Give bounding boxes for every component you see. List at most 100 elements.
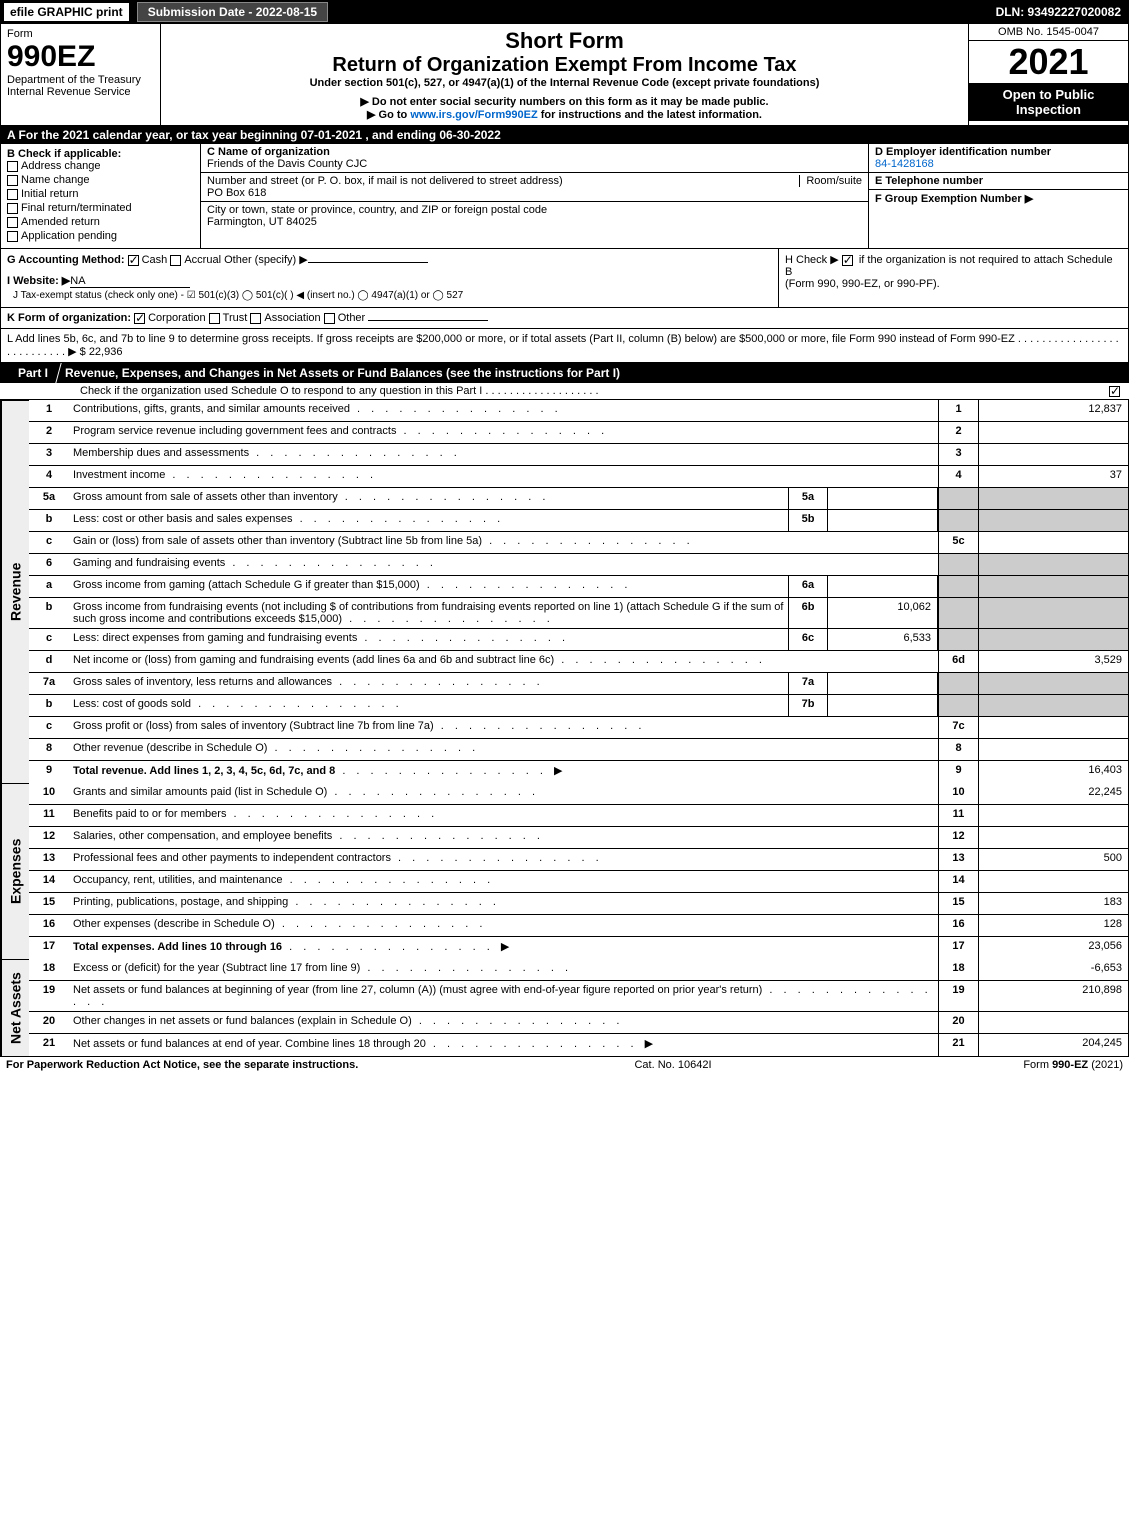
line-11: 11Benefits paid to or for members . . . …: [29, 805, 1128, 827]
chk-corp[interactable]: [134, 313, 145, 324]
chk-trust[interactable]: [209, 313, 220, 324]
row-k: K Form of organization: Corporation Trus…: [1, 307, 1128, 328]
city: Farmington, UT 84025: [207, 216, 317, 228]
line-d: dNet income or (loss) from gaming and fu…: [29, 651, 1128, 673]
line-c: cLess: direct expenses from gaming and f…: [29, 629, 1128, 651]
subtitle: Under section 501(c), 527, or 4947(a)(1)…: [165, 77, 964, 89]
row-a: A For the 2021 calendar year, or tax yea…: [1, 126, 1128, 144]
chk-amended[interactable]: Amended return: [7, 216, 194, 228]
col-c: C Name of organization Friends of the Da…: [201, 144, 868, 248]
group-row: F Group Exemption Number ▶: [869, 190, 1128, 207]
chk-name[interactable]: Name change: [7, 174, 194, 186]
city-row: City or town, state or province, country…: [201, 202, 868, 230]
side-netassets: Net Assets: [1, 959, 29, 1056]
header-right: OMB No. 1545-0047 2021 Open to Public In…: [968, 24, 1128, 125]
part1-header: Part I Revenue, Expenses, and Changes in…: [0, 363, 1129, 383]
block-bcd: B Check if applicable: Address change Na…: [1, 144, 1128, 248]
chk-initial[interactable]: Initial return: [7, 188, 194, 200]
col-b: B Check if applicable: Address change Na…: [1, 144, 201, 248]
footer: For Paperwork Reduction Act Notice, see …: [0, 1057, 1129, 1073]
chk-final[interactable]: Final return/terminated: [7, 202, 194, 214]
ein-row: D Employer identification number 84-1428…: [869, 144, 1128, 173]
row-j: J Tax-exempt status (check only one) - ☑…: [7, 288, 772, 303]
goto-note: ▶ Go to www.irs.gov/Form990EZ for instru…: [165, 108, 964, 121]
line-3: 3Membership dues and assessments . . . .…: [29, 444, 1128, 466]
line-a: aGross income from gaming (attach Schedu…: [29, 576, 1128, 598]
part1-title: Revenue, Expenses, and Changes in Net As…: [59, 363, 1129, 383]
row-gh: G Accounting Method: Cash Accrual Other …: [1, 248, 1128, 307]
efile-badge: efile GRAPHIC print: [4, 3, 129, 21]
line-10: 10Grants and similar amounts paid (list …: [29, 783, 1128, 805]
side-expenses: Expenses: [1, 783, 29, 959]
line-15: 15Printing, publications, postage, and s…: [29, 893, 1128, 915]
form-header: Form 990EZ Department of the Treasury In…: [0, 24, 1129, 126]
line-12: 12Salaries, other compensation, and empl…: [29, 827, 1128, 849]
chk-accrual[interactable]: [170, 255, 181, 266]
org-name-row: C Name of organization Friends of the Da…: [201, 144, 868, 173]
line-7a: 7aGross sales of inventory, less returns…: [29, 673, 1128, 695]
line-6: 6Gaming and fundraising events . . . . .…: [29, 554, 1128, 576]
row-h: H Check ▶ if the organization is not req…: [778, 249, 1128, 307]
line-c: cGain or (loss) from sale of assets othe…: [29, 532, 1128, 554]
title-return: Return of Organization Exempt From Incom…: [165, 54, 964, 77]
line-13: 13Professional fees and other payments t…: [29, 849, 1128, 871]
part1-tab: Part I: [5, 363, 61, 383]
line-4: 4Investment income . . . . . . . . . . .…: [29, 466, 1128, 488]
side-revenue: Revenue: [1, 400, 29, 783]
title-short-form: Short Form: [165, 28, 964, 54]
line-14: 14Occupancy, rent, utilities, and mainte…: [29, 871, 1128, 893]
line-1: 1Contributions, gifts, grants, and simil…: [29, 400, 1128, 422]
footer-catno: Cat. No. 10642I: [523, 1059, 823, 1071]
chk-address[interactable]: Address change: [7, 160, 194, 172]
chk-schedule-b[interactable]: [842, 255, 853, 266]
form-label: Form: [7, 28, 154, 40]
line-9: 9Total revenue. Add lines 1, 2, 3, 4, 5c…: [29, 761, 1128, 783]
header-center: Short Form Return of Organization Exempt…: [161, 24, 968, 125]
row-g: G Accounting Method: Cash Accrual Other …: [1, 249, 778, 307]
line-2: 2Program service revenue including gover…: [29, 422, 1128, 444]
line-19: 19Net assets or fund balances at beginni…: [29, 981, 1128, 1012]
irs-link[interactable]: www.irs.gov/Form990EZ: [410, 109, 537, 121]
footer-paperwork: For Paperwork Reduction Act Notice, see …: [6, 1059, 523, 1071]
chk-cash[interactable]: [128, 255, 139, 266]
line-20: 20Other changes in net assets or fund ba…: [29, 1012, 1128, 1034]
part1-sub: Check if the organization used Schedule …: [0, 383, 1129, 400]
omb-number: OMB No. 1545-0047: [969, 24, 1128, 41]
tel-row: E Telephone number: [869, 173, 1128, 190]
header-left: Form 990EZ Department of the Treasury In…: [1, 24, 161, 125]
line-b: bLess: cost of goods sold . . . . . . . …: [29, 695, 1128, 717]
org-name: Friends of the Davis County CJC: [207, 158, 367, 170]
open-public: Open to Public Inspection: [969, 83, 1128, 121]
col-d: D Employer identification number 84-1428…: [868, 144, 1128, 248]
row-l: L Add lines 5b, 6c, and 7b to line 9 to …: [1, 328, 1128, 362]
line-21: 21Net assets or fund balances at end of …: [29, 1034, 1128, 1056]
chk-other-org[interactable]: [324, 313, 335, 324]
chk-pending[interactable]: Application pending: [7, 230, 194, 242]
addr: PO Box 618: [207, 187, 266, 199]
line-b: bLess: cost or other basis and sales exp…: [29, 510, 1128, 532]
footer-formref: Form 990-EZ (2021): [823, 1059, 1123, 1071]
line-18: 18Excess or (deficit) for the year (Subt…: [29, 959, 1128, 981]
line-16: 16Other expenses (describe in Schedule O…: [29, 915, 1128, 937]
chk-assoc[interactable]: [250, 313, 261, 324]
line-b: bGross income from fundraising events (n…: [29, 598, 1128, 629]
ein: 84-1428168: [875, 158, 934, 170]
info-section: A For the 2021 calendar year, or tax yea…: [0, 126, 1129, 363]
col-b-header: B Check if applicable:: [7, 148, 121, 160]
line-5a: 5aGross amount from sale of assets other…: [29, 488, 1128, 510]
chk-schedule-o[interactable]: [1109, 386, 1120, 397]
dln: DLN: 93492227020082: [996, 5, 1129, 19]
form-number: 990EZ: [7, 40, 154, 74]
line-17: 17Total expenses. Add lines 10 through 1…: [29, 937, 1128, 959]
lines-table: Revenue 1Contributions, gifts, grants, a…: [0, 400, 1129, 1057]
dept-label: Department of the Treasury: [7, 74, 154, 86]
line-c: cGross profit or (loss) from sales of in…: [29, 717, 1128, 739]
line-8: 8Other revenue (describe in Schedule O) …: [29, 739, 1128, 761]
do-not-note: ▶ Do not enter social security numbers o…: [165, 95, 964, 108]
tax-year: 2021: [969, 41, 1128, 83]
submission-date: Submission Date - 2022-08-15: [137, 2, 328, 22]
top-bar: efile GRAPHIC print Submission Date - 20…: [0, 0, 1129, 24]
irs-label: Internal Revenue Service: [7, 86, 154, 98]
addr-row: Number and street (or P. O. box, if mail…: [201, 173, 868, 202]
website: NA: [70, 275, 190, 288]
